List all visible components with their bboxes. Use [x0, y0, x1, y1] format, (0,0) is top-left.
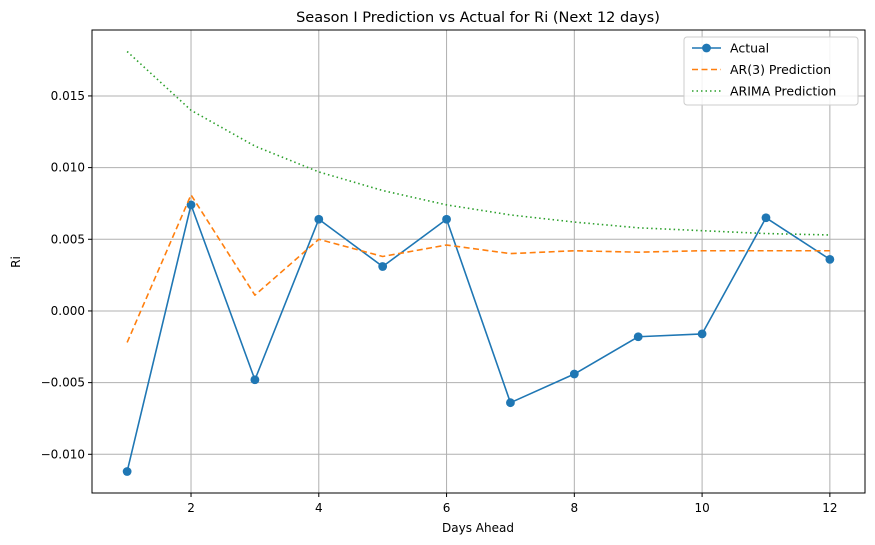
legend-item: Actual: [692, 41, 769, 56]
y-tick-label: 0.015: [51, 89, 85, 103]
y-tick-label: 0.000: [51, 304, 85, 318]
data-point: [697, 329, 707, 339]
legend-marker: [702, 43, 711, 53]
series-line: [126, 204, 831, 472]
data-point: [122, 467, 132, 476]
legend: Actual AR(3) Prediction ARIMA Prediction: [683, 36, 859, 106]
x-tick-label: 10: [694, 501, 709, 515]
y-tick-label: −0.005: [41, 376, 85, 390]
x-axis: 2 4 6 8 10 12: [187, 493, 838, 515]
data-point: [506, 398, 515, 408]
data-point: [825, 254, 835, 264]
y-tick-label: −0.010: [41, 447, 85, 461]
data-point: [633, 332, 643, 342]
legend-item: ARIMA Prediction: [692, 84, 836, 99]
x-tick-label: 2: [187, 501, 195, 515]
x-tick-label: 8: [571, 501, 579, 515]
data-point: [378, 262, 388, 271]
data-point: [250, 375, 260, 385]
legend-label: ARIMA Prediction: [730, 84, 836, 99]
plot-frame: [91, 29, 866, 494]
legend-label: Actual: [730, 41, 769, 56]
x-axis-label: Days Ahead: [442, 521, 514, 535]
series-layer: [122, 50, 835, 476]
data-point: [442, 214, 451, 224]
x-tick-label: 12: [822, 501, 837, 515]
series-1: [126, 194, 830, 343]
series-line: [126, 194, 830, 343]
y-tick-label: 0.010: [51, 161, 85, 175]
chart-title: Season I Prediction vs Actual for Ri (Ne…: [296, 10, 660, 26]
legend-item: AR(3) Prediction: [692, 62, 831, 77]
legend-box: [683, 36, 859, 106]
data-point: [569, 369, 579, 379]
x-tick-label: 6: [443, 501, 451, 515]
series-0: [122, 200, 835, 476]
y-axis-label: Ri: [9, 256, 23, 268]
data-point: [186, 200, 196, 210]
x-tick-label: 4: [315, 501, 323, 515]
data-point: [314, 214, 324, 224]
legend-label: AR(3) Prediction: [730, 62, 831, 77]
y-axis: −0.010 −0.005 0.000 0.005 0.010 0.015: [41, 89, 92, 461]
y-tick-label: 0.005: [51, 232, 85, 246]
data-point: [761, 213, 771, 223]
